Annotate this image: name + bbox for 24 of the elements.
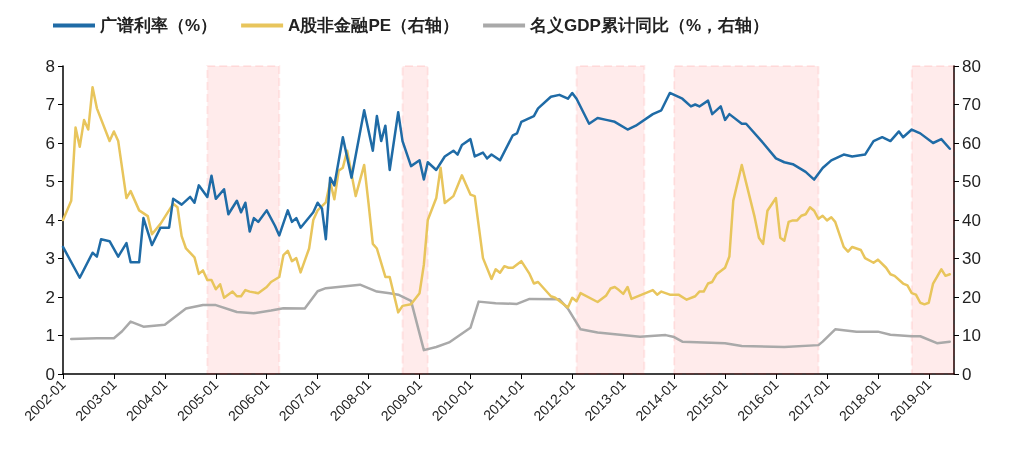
- y2-tick-label: 50: [962, 172, 981, 191]
- y2-tick-label: 30: [962, 249, 981, 268]
- y-tick-label: 7: [45, 95, 55, 114]
- y-tick-label: 8: [45, 56, 55, 76]
- y2-tick-label: 60: [962, 133, 981, 153]
- y2-tick-label: 20: [962, 287, 981, 307]
- legend-label: A股非金融PE（右轴）: [288, 16, 460, 35]
- y-tick-label: 5: [45, 172, 55, 191]
- line-series: [61, 91, 952, 279]
- y2-tick-label: 40: [962, 210, 981, 230]
- line-series: [69, 283, 952, 352]
- y-tick-label: 4: [45, 210, 55, 230]
- y2-tick-label: 80: [962, 56, 981, 76]
- y2-tick-label: 70: [962, 95, 981, 114]
- y-tick-label: 6: [45, 133, 55, 153]
- y2-tick-label: 10: [962, 326, 981, 345]
- legend-label: 名义GDP累计同比（%，右轴）: [529, 16, 770, 35]
- y-tick-label: 0: [45, 364, 55, 384]
- y-tick-label: 3: [45, 249, 55, 268]
- y2-tick-label: 0: [962, 364, 972, 384]
- line-series: [61, 85, 952, 314]
- legend-label: 广谱利率（%）: [99, 16, 218, 35]
- y-tick-label: 1: [45, 326, 55, 345]
- y-tick-label: 2: [45, 287, 55, 307]
